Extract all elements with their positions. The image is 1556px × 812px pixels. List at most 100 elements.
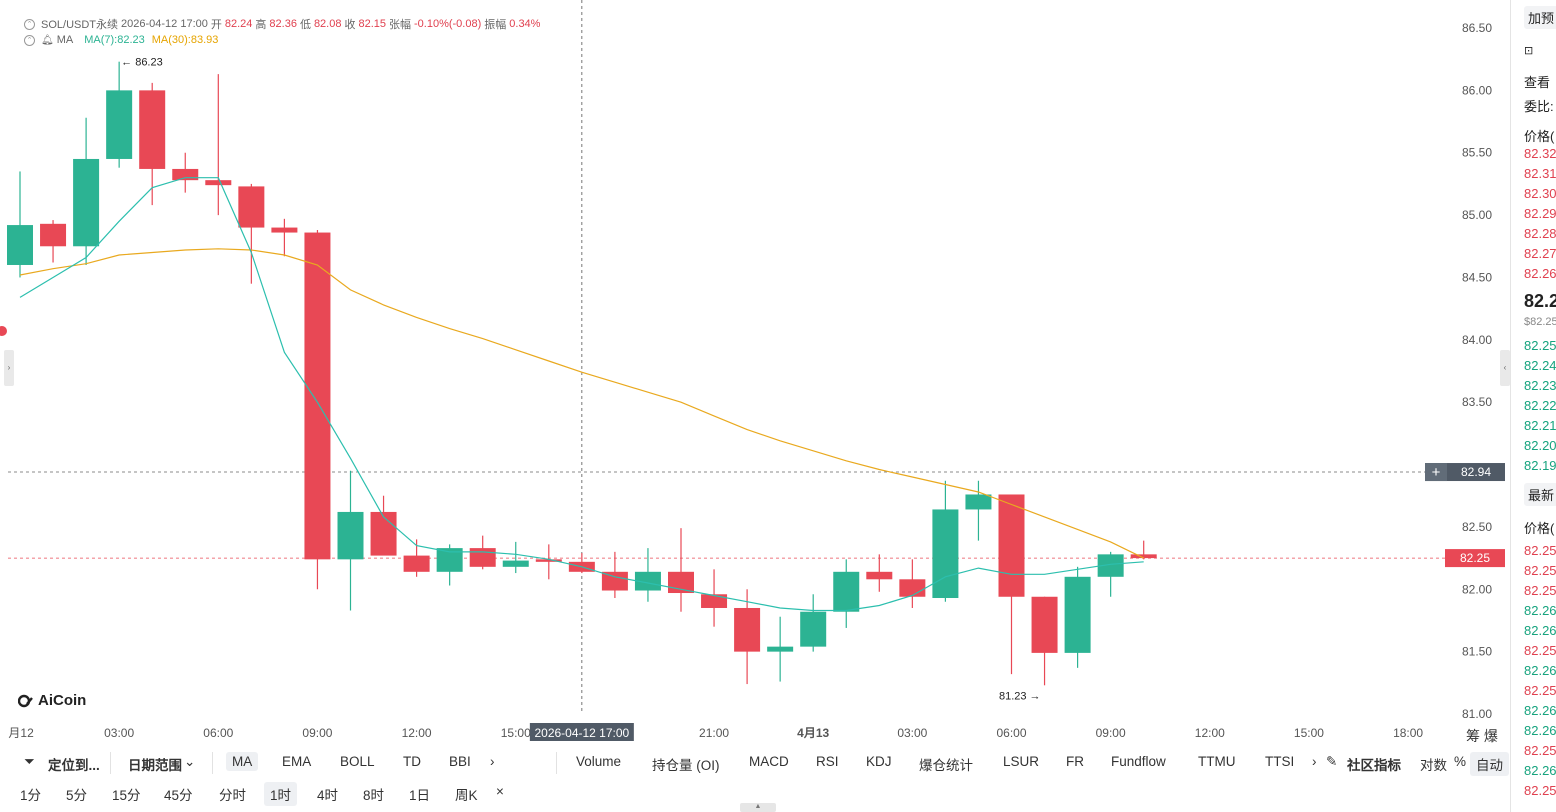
sub-indicator-7[interactable]: FR (1066, 754, 1084, 769)
chevron-down-icon[interactable]: ⌄ (184, 754, 196, 769)
resize-handle[interactable]: ▲ (740, 803, 776, 812)
interval-8[interactable]: 1日 (409, 788, 431, 803)
interval-5[interactable]: 1时 (264, 782, 298, 806)
max-price-annotation: ← 86.23 (121, 57, 163, 69)
ask-price[interactable]: 82.26 (1524, 266, 1556, 281)
sub-indicator-1[interactable]: 持仓量 (OI) (652, 758, 720, 773)
edit-icon[interactable]: ✎ (1326, 754, 1338, 769)
sub-indicator-6[interactable]: LSUR (1003, 754, 1040, 769)
price-tick-label: 83.50 (1462, 395, 1492, 409)
candle-body (965, 494, 992, 510)
bell-icon[interactable]: 🔔︎ (41, 34, 54, 46)
bid-price[interactable]: 82.20 (1524, 438, 1556, 453)
main-indicator-2[interactable]: BOLL (340, 754, 375, 769)
interval-3[interactable]: 45分 (164, 788, 193, 803)
right-tools-label[interactable]: 筹 爆 (1466, 728, 1498, 744)
ask-price[interactable]: 82.27 (1524, 246, 1556, 261)
sub-indicator-5[interactable]: 爆仓统计 (919, 758, 973, 773)
bid-price[interactable]: 82.25 (1524, 338, 1556, 353)
candle-body (899, 579, 926, 597)
chart-area[interactable]: 86.50 86.00 85.50 85.00 84.50 84.00 83.50 82.50… (0, 0, 1510, 746)
ask-price[interactable]: 82.28 (1524, 226, 1556, 241)
candle-body (1064, 576, 1091, 653)
logo-text: AiCoin (38, 692, 87, 709)
trade-price[interactable]: 82.26 (1524, 763, 1556, 778)
candle-datetime: 2026-04-12 17:00 (121, 18, 208, 30)
ma-label: MA (56, 34, 74, 46)
main-indicator-3[interactable]: TD (403, 754, 421, 769)
trade-price[interactable]: 82.25 (1524, 563, 1556, 578)
panel-toggle-icon[interactable]: ⊡ (1524, 45, 1534, 57)
main-indicators-more-icon[interactable]: › (490, 754, 495, 769)
percent-scale-button[interactable]: % (1454, 754, 1467, 769)
trade-price[interactable]: 82.25 (1524, 783, 1556, 798)
trade-price[interactable]: 82.25 (1524, 583, 1556, 598)
main-indicator-1[interactable]: EMA (282, 754, 312, 769)
price-tick-label: 81.00 (1462, 707, 1492, 721)
latest-trades-button[interactable]: 最新 (1524, 483, 1556, 506)
locate-button[interactable]: 定位到... (48, 758, 100, 773)
trade-price[interactable]: 82.26 (1524, 603, 1556, 618)
ma7-line (19, 177, 1144, 612)
view-label[interactable]: 查看 (1524, 75, 1551, 90)
interval-6[interactable]: 4时 (317, 788, 339, 803)
last-price-box (1445, 549, 1505, 568)
interval-4[interactable]: 分时 (219, 788, 246, 803)
bid-price[interactable]: 82.22 (1524, 398, 1556, 413)
ask-price[interactable]: 82.31 (1524, 166, 1556, 181)
settings-circle-icon[interactable]: ⌃ (24, 34, 35, 46)
crosshair-time-box (529, 723, 634, 741)
trade-price[interactable]: 82.26 (1524, 663, 1556, 678)
bid-price[interactable]: 82.24 (1524, 358, 1556, 373)
interval-0[interactable]: 1分 (20, 788, 42, 803)
time-tick-label: 21:00 (699, 726, 729, 740)
auto-scale-button[interactable]: 自动 (1470, 752, 1509, 776)
sub-indicators-more-icon[interactable]: › (1312, 754, 1317, 769)
candle-body (403, 555, 430, 572)
interval-7[interactable]: 8时 (363, 788, 385, 803)
right-collapse-tab[interactable]: ‹ (1500, 350, 1510, 386)
sub-indicator-3[interactable]: RSI (816, 754, 839, 769)
ask-price[interactable]: 82.32 (1524, 146, 1556, 161)
trade-price[interactable]: 82.25 (1524, 743, 1556, 758)
bid-price[interactable]: 82.19 (1524, 458, 1556, 473)
interval-9[interactable]: 周K (455, 788, 478, 803)
left-collapse-tab[interactable]: › (4, 350, 14, 386)
price-tick-label: 86.50 (1462, 21, 1492, 35)
trade-price[interactable]: 82.26 (1524, 703, 1556, 718)
main-indicator-4[interactable]: BBI (449, 754, 471, 769)
interval-2[interactable]: 15分 (112, 788, 141, 803)
ask-price[interactable]: 82.29 (1524, 206, 1556, 221)
sub-indicator-2[interactable]: MACD (749, 754, 789, 769)
aicoin-logo-icon (18, 694, 33, 707)
time-tick-label: 09:00 (302, 726, 332, 740)
bid-price[interactable]: 82.23 (1524, 378, 1556, 393)
locate-icon[interactable]: ⏷ (24, 754, 35, 769)
low-label: 低 (299, 19, 311, 31)
close-value: 82.15 (358, 18, 386, 30)
trade-price[interactable]: 82.25 (1524, 683, 1556, 698)
sub-indicator-0[interactable]: Volume (576, 754, 622, 769)
sub-indicator-4[interactable]: KDJ (866, 754, 892, 769)
bid-price[interactable]: 82.21 (1524, 418, 1556, 433)
ask-price[interactable]: 82.30 (1524, 186, 1556, 201)
candle-body (601, 571, 628, 591)
main-indicator-0[interactable]: MA (226, 752, 259, 771)
sub-indicator-9[interactable]: TTMU (1198, 754, 1236, 769)
candle-body (40, 223, 67, 247)
candlestick-chart[interactable]: 86.50 86.00 85.50 85.00 84.50 84.00 83.50 82.50… (0, 0, 1510, 746)
interval-1[interactable]: 5分 (66, 788, 88, 803)
log-scale-button[interactable]: 对数 (1420, 758, 1447, 773)
date-range-button[interactable]: 日期范围 (128, 758, 182, 773)
open-label: 开 (210, 19, 222, 31)
collapse-icon[interactable]: ⌃ (24, 18, 35, 30)
trade-price[interactable]: 82.26 (1524, 623, 1556, 638)
community-indicators-button[interactable]: 社区指标 (1347, 758, 1401, 773)
add-preset-button[interactable]: 加预 (1524, 6, 1556, 29)
sub-indicator-10[interactable]: TTSI (1265, 754, 1295, 769)
trade-price[interactable]: 82.25 (1524, 643, 1556, 658)
trade-price[interactable]: 82.26 (1524, 723, 1556, 738)
trade-price[interactable]: 82.25 (1524, 543, 1556, 558)
close-icon[interactable]: × (496, 784, 504, 799)
sub-indicator-8[interactable]: Fundflow (1111, 754, 1166, 769)
